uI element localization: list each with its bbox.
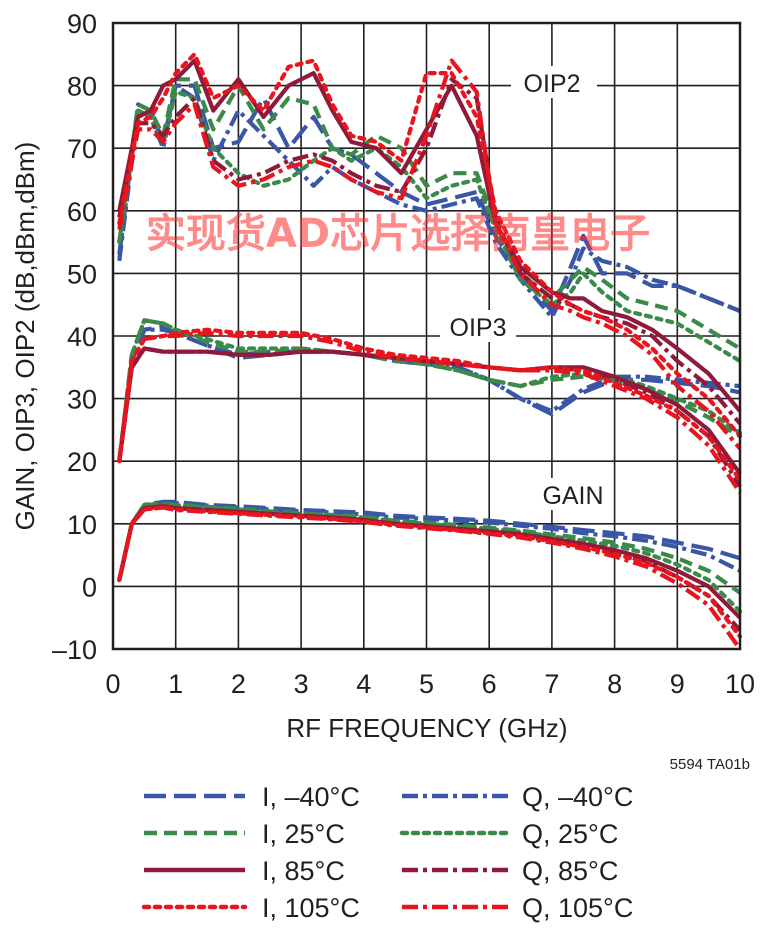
y-tick-label: 50: [67, 259, 97, 289]
oip2-annotation: OIP2: [524, 70, 581, 98]
y-tick-label: 60: [67, 197, 97, 227]
y-tick-label: 40: [67, 322, 97, 352]
x-tick-label: 8: [607, 669, 622, 699]
series-line-oip3: [117, 330, 742, 494]
watermark-text: 实现货AD芯片选择南皇电子: [146, 211, 650, 257]
oip3-annotation: OIP3: [450, 314, 507, 342]
x-tick-label: 9: [670, 669, 685, 699]
x-tick-label: 0: [105, 669, 120, 699]
x-tick-label: 2: [231, 669, 246, 699]
y-tick-label: 90: [67, 9, 97, 39]
x-tick-label: 10: [725, 669, 755, 699]
series-line-gain: [117, 501, 743, 614]
legend-label: Q, 25°C: [522, 819, 618, 849]
legend-label: I, 25°C: [262, 819, 345, 849]
y-tick-label: 30: [67, 385, 97, 415]
gain-label-bg: [534, 478, 612, 510]
figure-id: 5594 TA01b: [670, 756, 750, 773]
plot-frame: [111, 21, 742, 651]
gain-annotation: GAIN: [542, 482, 603, 510]
y-tick-label: 10: [67, 510, 97, 540]
series-line-gain: [117, 505, 742, 651]
y-tick-labels: 90 80 70 60 50 40 30 20 10 0 –10: [52, 9, 97, 665]
x-tick-label: 4: [356, 669, 371, 699]
legend: I, –40°C Q, –40°C I, 25°C Q, 25°C I, 85°C Q, …: [141, 782, 633, 923]
x-axis-title: RF FREQUENCY (GHz): [286, 713, 567, 743]
series-line-oip3: [117, 346, 742, 475]
y-axis-title: GAIN, OIP3, OIP2 (dB,dBm,dBm): [10, 142, 40, 531]
legend-label: Q, –40°C: [522, 782, 633, 812]
oip2-label-bg: [511, 66, 597, 98]
legend-label: I, –40°C: [262, 782, 360, 812]
y-tick-label: 0: [82, 572, 97, 602]
series-line-oip3: [117, 318, 742, 462]
legend-label: Q, 105°C: [522, 893, 633, 923]
series-line-oip2: [117, 52, 743, 439]
series-line-oip2: [117, 58, 742, 451]
oip3-label-bg: [440, 310, 516, 342]
y-tick-label: 80: [67, 72, 97, 102]
x-tick-label: 6: [482, 669, 497, 699]
legend-label: I, 105°C: [262, 893, 360, 923]
legend-label: Q, 85°C: [522, 856, 618, 886]
series-line-oip2: [117, 83, 741, 320]
x-tick-label: 7: [544, 669, 559, 699]
series-line-oip3: [117, 346, 742, 488]
y-tick-label: 20: [67, 447, 97, 477]
y-tick-label: 70: [67, 134, 97, 164]
x-tick-label: 5: [419, 669, 434, 699]
series-line-oip2: [117, 89, 743, 364]
x-tick-labels: 0 1 2 3 4 5 6 7 8 9 10: [105, 669, 755, 699]
series-line-oip2: [117, 77, 742, 351]
x-tick-label: 1: [168, 669, 183, 699]
series-line-oip2: [117, 83, 741, 314]
legend-label: I, 85°C: [262, 856, 345, 886]
y-tick-label: –10: [52, 635, 97, 665]
series-line-oip2: [117, 58, 742, 413]
series-layer: [117, 52, 743, 651]
series-line-gain: [117, 499, 741, 581]
x-tick-label: 3: [294, 669, 309, 699]
